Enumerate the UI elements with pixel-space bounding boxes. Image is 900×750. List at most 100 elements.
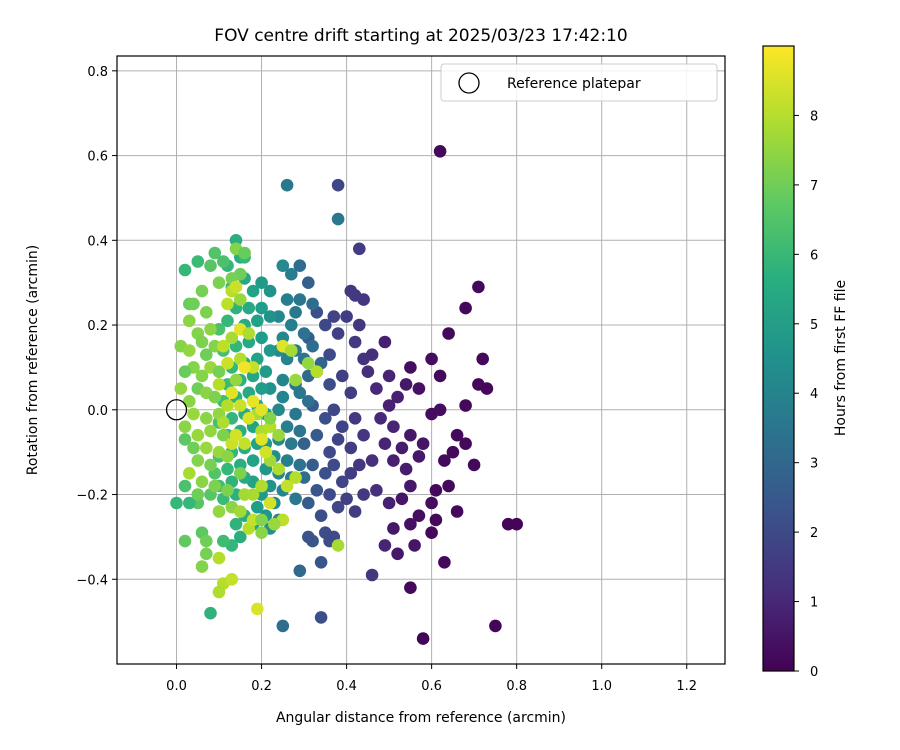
data-point <box>314 556 328 569</box>
data-point <box>442 479 455 493</box>
data-point <box>408 539 421 552</box>
colorbar <box>762 45 795 672</box>
data-point <box>289 471 302 484</box>
data-point <box>246 488 260 501</box>
data-point <box>200 547 213 561</box>
data-point <box>480 382 494 395</box>
data-point <box>234 467 247 480</box>
data-point <box>348 412 362 425</box>
data-point <box>276 259 290 273</box>
data-point <box>302 530 315 544</box>
data-point <box>183 496 196 510</box>
data-point <box>336 369 349 383</box>
data-point <box>365 348 379 362</box>
data-point <box>344 441 358 455</box>
data-point <box>250 602 264 616</box>
data-point <box>433 403 447 417</box>
data-point <box>293 386 307 400</box>
data-point <box>319 412 332 425</box>
data-point <box>344 386 358 400</box>
data-point <box>370 484 383 497</box>
y-tick-label: 0.8 <box>87 65 108 80</box>
colorbar-tick-label: 8 <box>810 109 818 124</box>
data-point <box>191 428 205 442</box>
reference-platepar-point <box>165 399 188 421</box>
data-point <box>425 496 438 510</box>
data-point <box>200 348 213 362</box>
data-point <box>208 479 222 493</box>
data-point <box>404 361 417 374</box>
data-point <box>255 479 268 493</box>
data-point <box>183 314 196 328</box>
data-point <box>344 467 358 480</box>
data-point <box>204 458 217 472</box>
data-point <box>187 441 200 455</box>
data-point <box>391 390 404 404</box>
data-point <box>204 323 217 336</box>
data-point <box>229 517 243 531</box>
data-point <box>263 310 277 323</box>
colorbar-tick-label: 7 <box>810 179 818 194</box>
data-point <box>276 619 290 633</box>
y-axis-label: Rotation from reference (arcmin) <box>25 245 41 475</box>
data-point <box>319 467 332 480</box>
data-point <box>331 178 345 192</box>
data-point <box>221 314 234 328</box>
data-point <box>204 259 217 273</box>
y-tick-label: −0.4 <box>76 573 108 588</box>
data-point <box>212 365 226 379</box>
colorbar-tick-label: 2 <box>810 526 818 541</box>
data-point <box>310 365 324 379</box>
data-point <box>263 284 277 298</box>
data-point <box>297 437 311 451</box>
data-point <box>459 301 472 315</box>
data-point <box>289 407 302 421</box>
data-point <box>212 505 226 518</box>
y-tick-label: 0.0 <box>87 404 108 419</box>
data-point <box>272 428 285 442</box>
data-point <box>327 310 341 323</box>
data-point <box>412 509 426 522</box>
data-point <box>314 509 328 522</box>
data-point <box>217 339 230 353</box>
data-point <box>195 560 209 573</box>
x-axis-label: Angular distance from reference (arcmin) <box>276 710 566 726</box>
data-point <box>323 445 336 459</box>
data-point <box>467 458 481 472</box>
data-point <box>404 517 417 531</box>
data-point <box>348 505 362 518</box>
data-point <box>246 284 260 298</box>
data-point <box>255 403 268 417</box>
data-point <box>255 513 268 527</box>
x-tick-label: 0.4 <box>336 679 357 694</box>
data-point <box>178 479 192 493</box>
data-point <box>433 369 447 383</box>
y-tick-label: 0.6 <box>87 150 108 165</box>
data-point <box>344 284 358 298</box>
data-point <box>229 280 243 294</box>
data-point <box>212 276 226 290</box>
data-point <box>259 365 273 379</box>
data-point <box>331 327 345 340</box>
data-point <box>255 331 268 345</box>
grid <box>117 56 725 664</box>
x-tick-label: 0.8 <box>506 679 527 694</box>
data-point <box>195 475 209 489</box>
data-point <box>391 547 404 561</box>
data-point <box>438 454 451 467</box>
data-point <box>306 339 319 353</box>
data-point <box>289 492 302 506</box>
data-point <box>234 505 247 518</box>
x-tick-label: 0.2 <box>251 679 272 694</box>
data-point <box>387 420 400 434</box>
x-tick-label: 1.0 <box>591 679 612 694</box>
data-point <box>268 517 281 531</box>
data-point <box>361 365 375 379</box>
data-point <box>229 428 243 442</box>
data-point <box>306 458 319 472</box>
data-point <box>416 437 430 451</box>
x-axis-ticks: 0.0 0.2 0.4 0.6 0.8 1.0 1.2 <box>166 664 697 694</box>
data-point <box>285 318 298 332</box>
data-point <box>229 373 243 387</box>
data-point <box>429 484 443 497</box>
